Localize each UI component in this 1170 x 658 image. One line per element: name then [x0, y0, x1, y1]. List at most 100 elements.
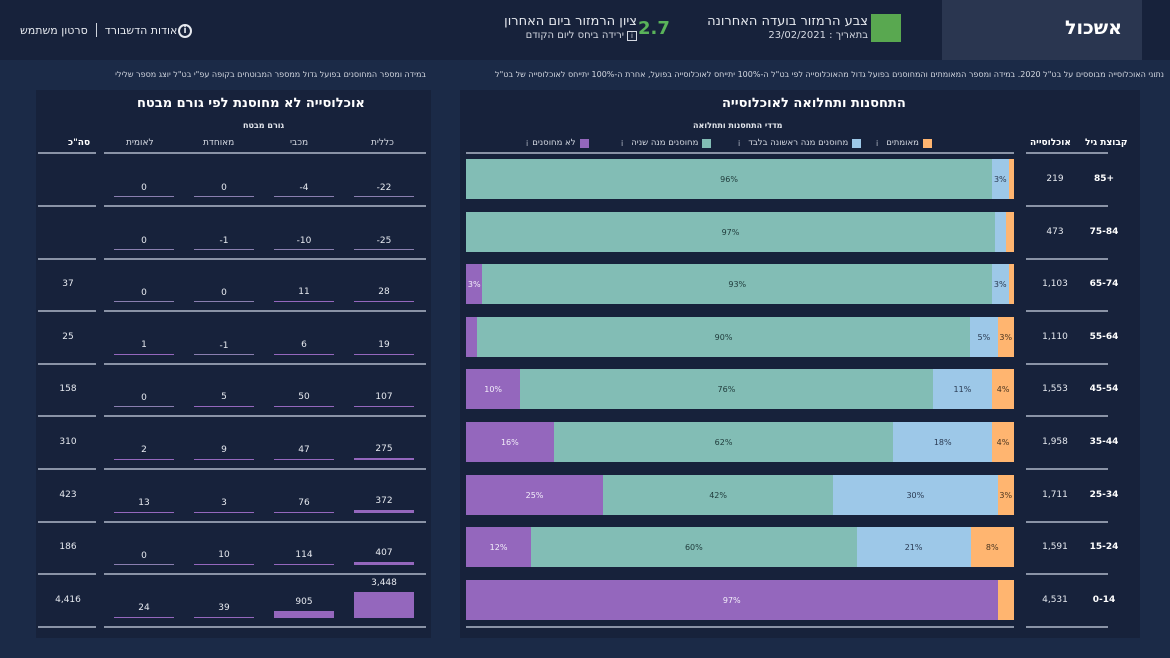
bar-segment[interactable]: 97%	[466, 580, 998, 620]
insurer-value-bar[interactable]: -1	[194, 317, 254, 357]
insurer-value-bar[interactable]: 47	[274, 422, 334, 462]
info-circle-icon[interactable]: i	[178, 24, 192, 38]
insurer-value-bar[interactable]: 11	[274, 264, 334, 304]
insurer-value-bar[interactable]: 50	[274, 369, 334, 409]
total-header-line	[38, 152, 96, 154]
bar-segment[interactable]: 18%	[893, 422, 993, 462]
stacked-bar-row[interactable]: 3% 93% 3%	[466, 264, 1014, 304]
bar-segment[interactable]: 30%	[833, 475, 998, 515]
insurer-value-bar[interactable]: 19	[354, 317, 414, 357]
bar-segment[interactable]: 11%	[932, 369, 993, 409]
insurer-value-bar[interactable]: 0	[114, 527, 174, 567]
insurer-value-bar[interactable]: 0	[114, 369, 174, 409]
bar-segment[interactable]	[997, 580, 1014, 620]
bar-segment[interactable]	[994, 212, 1006, 252]
bar-segment[interactable]	[1008, 264, 1014, 304]
legend-item-unvaccinated[interactable]: לא מחוסנים i	[466, 138, 589, 148]
insurer-value-bar[interactable]: -4	[274, 159, 334, 199]
insurer-value-bar[interactable]: -22	[354, 159, 414, 199]
insurer-value-bar[interactable]: 6	[274, 317, 334, 357]
total-cell: 25	[62, 332, 74, 342]
bar-segment[interactable]	[1008, 159, 1014, 199]
insurer-value-bar[interactable]: 372	[354, 475, 414, 515]
insurer-value-bar[interactable]: 3	[194, 475, 254, 515]
insurer-value-bar[interactable]: 407	[354, 527, 414, 567]
bar-segment[interactable]: 42%	[603, 475, 834, 515]
nav-divider	[95, 23, 97, 37]
insurer-value-bar[interactable]: 76	[274, 475, 334, 515]
bar-segment[interactable]: 3%	[997, 475, 1014, 515]
bar-fill	[114, 617, 174, 618]
bar-segment[interactable]: 90%	[476, 317, 971, 357]
stacked-bar-row[interactable]: 10% 76% 11% 4%	[466, 369, 1014, 409]
bar-segment[interactable]: 96%	[466, 159, 993, 199]
insurer-value-bar[interactable]: 13	[114, 475, 174, 515]
insurer-value-bar[interactable]: 2	[114, 422, 174, 462]
legend-item-second-dose[interactable]: מחוסנים מנה שניה i	[601, 138, 712, 148]
legend-swatch	[579, 138, 589, 148]
insurer-value-bar[interactable]: -1	[194, 212, 254, 252]
bar-segment[interactable]: 25%	[466, 475, 603, 515]
stacked-bar-row[interactable]: 90% 5% 3%	[466, 317, 1014, 357]
insurer-value-bar[interactable]: 1	[114, 317, 174, 357]
bar-segment[interactable]: 3%	[992, 264, 1009, 304]
stacked-bar-row[interactable]: 25% 42% 30% 3%	[466, 475, 1014, 515]
insurer-value-bar[interactable]: -25	[354, 212, 414, 252]
info-square-icon[interactable]: i	[627, 30, 637, 41]
insurer-value-bar[interactable]: 0	[114, 212, 174, 252]
bar-segment[interactable]: 21%	[856, 527, 971, 567]
bar-segment[interactable]: 3%	[466, 264, 483, 304]
bar-segment[interactable]: 8%	[970, 527, 1014, 567]
insurer-value-bar[interactable]: 0	[194, 264, 254, 304]
bar-segment[interactable]	[466, 317, 477, 357]
stacked-bar-row[interactable]: 97%	[466, 580, 1014, 620]
insurer-value-bar[interactable]: 3,448	[354, 578, 414, 620]
insurer-value-bar[interactable]: 114	[274, 527, 334, 567]
insurer-value-bar[interactable]: 5	[194, 369, 254, 409]
info-icon[interactable]: i	[738, 138, 741, 148]
bar-segment[interactable]	[1005, 212, 1014, 252]
bar-segment[interactable]: 16%	[466, 422, 554, 462]
bar-segment[interactable]: 3%	[992, 159, 1009, 199]
insurer-value-bar[interactable]: 28	[354, 264, 414, 304]
info-icon[interactable]: i	[526, 138, 529, 148]
bar-segment[interactable]: 12%	[466, 527, 532, 567]
bar-segment[interactable]: 60%	[531, 527, 857, 567]
bar-fill	[194, 459, 254, 460]
insurer-value-bar[interactable]: 275	[354, 422, 414, 462]
row-divider	[1026, 363, 1108, 365]
stacked-bar-row[interactable]: 97%	[466, 212, 1014, 252]
bar-segment[interactable]: 5%	[970, 317, 998, 357]
stacked-bar-row[interactable]: 96% 3%	[466, 159, 1014, 199]
user-video-link[interactable]: סרטון משתמש	[20, 23, 88, 37]
insurer-value-bar[interactable]: 39	[194, 580, 254, 620]
population-note: נתוני האוכלוסייה מבוססים על בט"ל 2020. ב…	[495, 70, 1164, 79]
bar-segment[interactable]: 4%	[992, 369, 1014, 409]
bar-segment[interactable]: 3%	[997, 317, 1014, 357]
insurer-value-bar[interactable]: 905	[274, 580, 334, 620]
bar-segment[interactable]: 97%	[466, 212, 995, 252]
info-icon[interactable]: i	[621, 138, 624, 148]
bar-segment[interactable]: 62%	[553, 422, 894, 462]
insurer-value-bar[interactable]: 107	[354, 369, 414, 409]
bar-segment[interactable]: 93%	[482, 264, 993, 304]
legend-item-confirmed[interactable]: מאומתים i	[876, 138, 932, 148]
insurer-value-bar[interactable]: -10	[274, 212, 334, 252]
about-dashboard-link[interactable]: אודות הדשבורד	[104, 23, 178, 37]
stacked-bar-row[interactable]: 16% 62% 18% 4%	[466, 422, 1014, 462]
bar-fill	[354, 354, 414, 355]
insurer-value-bar[interactable]: 0	[194, 159, 254, 199]
insurer-value-bar[interactable]: 0	[114, 264, 174, 304]
info-icon[interactable]: i	[876, 138, 879, 148]
value-label: -1	[219, 341, 229, 351]
insurer-value-bar[interactable]: 10	[194, 527, 254, 567]
legend-item-first-dose[interactable]: מחוסנים מנה ראשונה בלבד i	[738, 138, 862, 148]
bar-segment[interactable]: 10%	[466, 369, 521, 409]
row-divider	[1026, 573, 1108, 575]
insurer-value-bar[interactable]: 24	[114, 580, 174, 620]
bar-segment[interactable]: 76%	[520, 369, 933, 409]
stacked-bar-row[interactable]: 12% 60% 21% 8%	[466, 527, 1014, 567]
insurer-value-bar[interactable]: 9	[194, 422, 254, 462]
bar-segment[interactable]: 4%	[992, 422, 1014, 462]
insurer-value-bar[interactable]: 0	[114, 159, 174, 199]
